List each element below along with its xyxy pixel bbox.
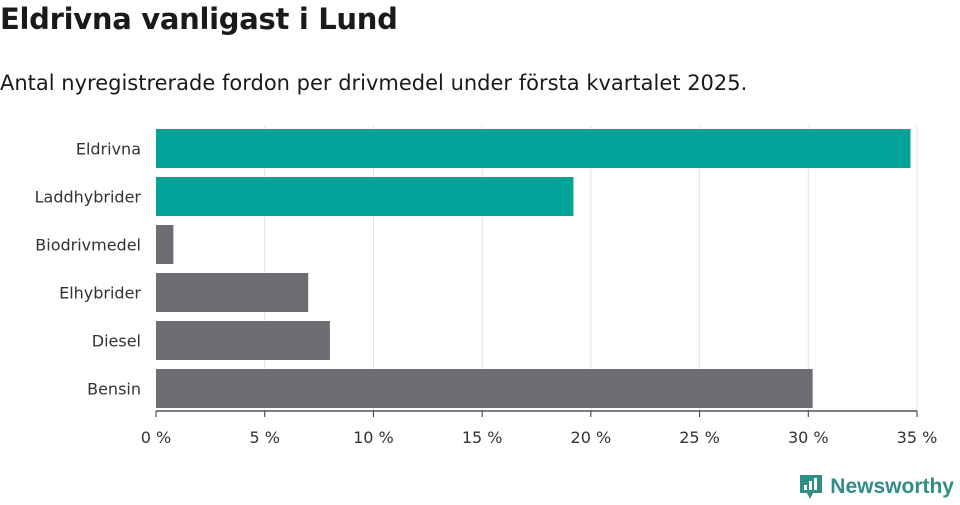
category-label: Eldrivna [76,140,141,159]
brand-logo: Newsworthy [798,473,954,501]
category-labels: Eldrivna Laddhybrider Biodrivmedel Elhybrid… [35,140,142,399]
category-label: Diesel [92,332,141,351]
bar [156,273,309,312]
category-label: Bensin [87,380,141,399]
x-tick-label: 10 % [353,428,394,447]
bar-chart: Eldrivna Laddhybrider Biodrivmedel Elhybrid… [35,126,938,447]
category-label: Biodrivmedel [35,236,141,255]
bar [156,321,330,360]
bar [156,225,174,264]
bar [156,129,911,168]
x-tick-label: 15 % [462,428,503,447]
category-label: Laddhybrider [35,188,142,207]
chart-title: Eldrivna vanligast i Lund [0,2,398,36]
bar [156,177,574,216]
x-tick-label: 0 % [141,428,171,447]
x-tick-label: 5 % [249,428,279,447]
x-tick-label: 35 % [897,428,938,447]
brand-name: Newsworthy [830,475,954,498]
x-tick-label: 20 % [571,428,612,447]
x-tick-label: 30 % [788,428,829,447]
grid-lines [264,126,918,411]
chart-subtitle: Antal nyregistrerade fordon per drivmede… [0,71,748,95]
category-label: Elhybrider [59,284,141,303]
newsworthy-logo-icon [800,475,823,499]
x-axis: 0 % 5 % 10 % 15 % 20 % 25 % 30 % 35 % [141,410,938,447]
bar [156,369,813,408]
bars [156,129,911,408]
x-tick-label: 25 % [679,428,720,447]
